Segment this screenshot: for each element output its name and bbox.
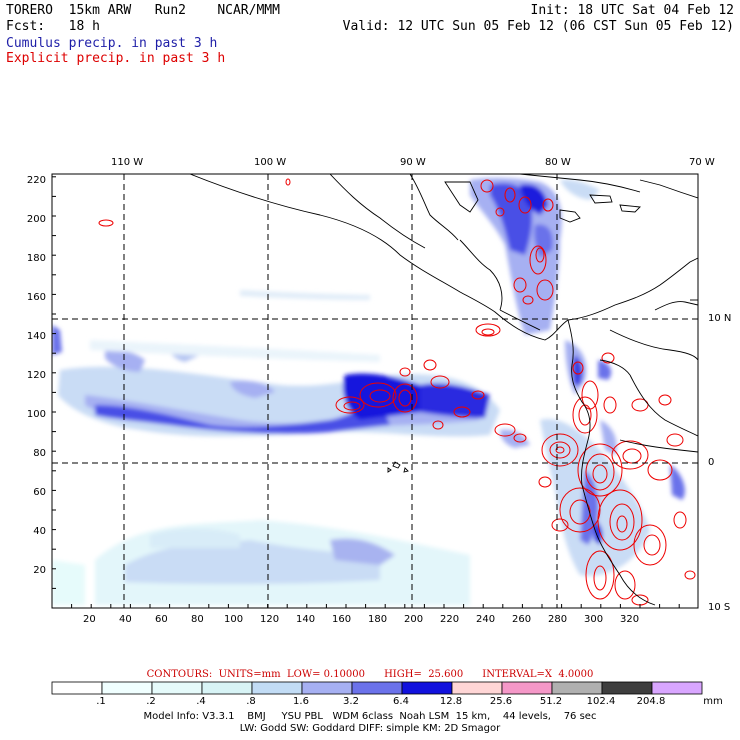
y-tick-label: 120 xyxy=(26,370,46,381)
colorbar-swatch xyxy=(151,681,203,695)
model-info: Model Info: V3.3.1 BMJ YSU PBL WDM 6clas… xyxy=(143,711,597,722)
colorbar-unit: mm xyxy=(703,696,723,707)
explicit-precip-legend: Explicit precip. in past 3 h xyxy=(6,51,226,66)
x-tick-label: 220 xyxy=(440,614,460,625)
x-tick-label: 280 xyxy=(548,614,568,625)
lon-label: 80 W xyxy=(545,157,571,168)
y-tick-label: 220 xyxy=(26,175,46,186)
physics-info: LW: Godd SW: Goddard DIFF: simple KM: 2D… xyxy=(239,723,501,734)
colorbar-label: 12.8 xyxy=(439,696,463,707)
x-tick-label: 120 xyxy=(260,614,280,625)
colorbar-label: .8 xyxy=(246,696,256,707)
colorbar-label: 51.2 xyxy=(539,696,563,707)
plot-border xyxy=(51,173,699,609)
model-run-title: TORERO 15km ARW Run2 NCAR/MMM xyxy=(6,3,280,18)
colorbar-label: 102.4 xyxy=(586,696,616,707)
cumulus-precip-legend: Cumulus precip. in past 3 h xyxy=(6,36,218,51)
y-tick-label: 100 xyxy=(26,409,46,420)
colorbar-swatch xyxy=(251,681,303,695)
x-tick-label: 180 xyxy=(368,614,388,625)
colorbar-label: 25.6 xyxy=(489,696,513,707)
colorbar-swatch xyxy=(651,681,703,695)
x-tick-label: 20 xyxy=(83,614,96,625)
y-tick-label: 140 xyxy=(26,331,46,342)
x-tick-label: 100 xyxy=(224,614,244,625)
y-tick-label: 80 xyxy=(33,448,46,459)
lat-label: 0 xyxy=(708,457,715,468)
colorbar-label: .2 xyxy=(146,696,156,707)
y-tick-label: 40 xyxy=(33,526,46,537)
x-tick-label: 160 xyxy=(332,614,352,625)
forecast-hour: Fcst: 18 h xyxy=(6,19,100,34)
colorbar-swatch xyxy=(501,681,553,695)
southern-light-precip xyxy=(52,520,470,605)
colorbar-label: 6.4 xyxy=(393,696,409,707)
lon-label: 90 W xyxy=(400,157,426,168)
colorbar-swatch xyxy=(351,681,403,695)
colorbar xyxy=(51,681,703,695)
x-tick-label: 140 xyxy=(296,614,316,625)
colorbar-swatch xyxy=(451,681,503,695)
colorbar-label: 204.8 xyxy=(636,696,666,707)
lat-label: 10 N xyxy=(708,313,732,324)
explicit-precip-contours xyxy=(98,178,696,606)
x-tick-label: 320 xyxy=(620,614,640,625)
y-tick-label: 60 xyxy=(33,487,46,498)
init-time: Init: 18 UTC Sat 04 Feb 12 xyxy=(530,3,735,18)
lat-label: 10 S xyxy=(708,602,731,613)
y-tick-label: 200 xyxy=(26,214,46,225)
colorbar-swatch xyxy=(601,681,653,695)
colorbar-label: .4 xyxy=(196,696,206,707)
y-tick-label: 20 xyxy=(33,565,46,576)
x-tick-label: 60 xyxy=(155,614,168,625)
y-tick-label: 180 xyxy=(26,253,46,264)
lon-label: 70 W xyxy=(689,157,715,168)
colorbar-swatch xyxy=(101,681,153,695)
x-tick-label: 240 xyxy=(476,614,496,625)
colorbar-swatch xyxy=(51,681,103,695)
x-tick-label: 40 xyxy=(119,614,132,625)
lon-label: 110 W xyxy=(111,157,144,168)
contour-info: CONTOURS: UNITS=mm LOW= 0.10000 HIGH= 25… xyxy=(146,669,594,680)
lat-lon-grid xyxy=(52,174,698,608)
x-tick-label: 200 xyxy=(404,614,424,625)
colorbar-label: 1.6 xyxy=(293,696,309,707)
lon-label: 100 W xyxy=(254,157,287,168)
x-tick-label: 80 xyxy=(191,614,204,625)
x-tick-label: 300 xyxy=(584,614,604,625)
valid-time: Valid: 12 UTC Sun 05 Feb 12 (06 CST Sun … xyxy=(342,19,734,34)
colorbar-swatch xyxy=(551,681,603,695)
colorbar-label: .1 xyxy=(96,696,106,707)
colorbar-label: 3.2 xyxy=(343,696,359,707)
colorbar-swatch xyxy=(401,681,453,695)
axis-ticks xyxy=(51,174,699,609)
colorbar-swatch xyxy=(301,681,353,695)
colorbar-swatch xyxy=(201,681,253,695)
x-tick-label: 260 xyxy=(512,614,532,625)
y-tick-label: 160 xyxy=(26,292,46,303)
